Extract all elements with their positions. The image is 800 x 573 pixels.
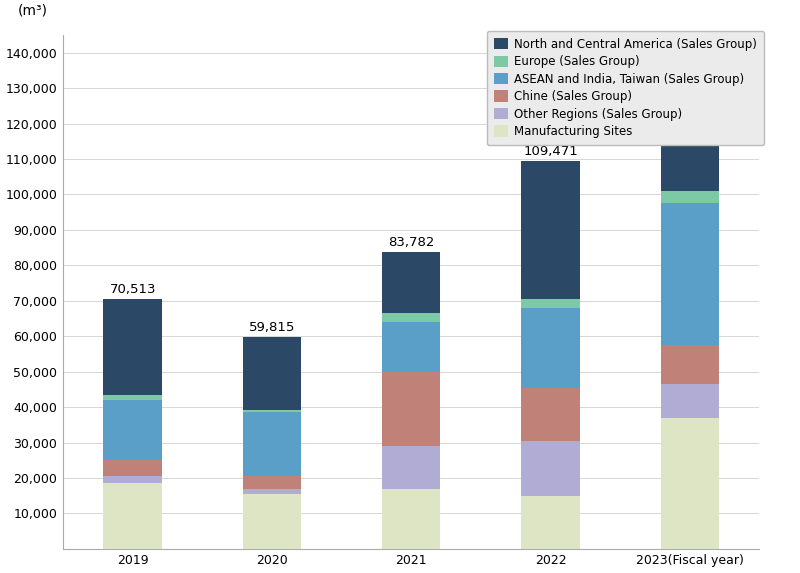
Bar bbox=[522, 496, 580, 549]
Bar bbox=[103, 476, 162, 483]
Bar bbox=[382, 446, 441, 489]
Bar bbox=[522, 308, 580, 387]
Bar bbox=[382, 489, 441, 549]
Bar bbox=[661, 191, 719, 203]
Bar bbox=[103, 483, 162, 549]
Text: 83,782: 83,782 bbox=[388, 236, 434, 249]
Bar bbox=[242, 337, 301, 410]
Bar bbox=[522, 299, 580, 308]
Bar bbox=[661, 57, 719, 191]
Bar bbox=[522, 441, 580, 496]
Text: 138,747: 138,747 bbox=[662, 41, 718, 54]
Bar bbox=[661, 345, 719, 384]
Bar bbox=[382, 322, 441, 372]
Bar bbox=[382, 313, 441, 322]
Bar bbox=[382, 252, 441, 313]
Bar bbox=[522, 161, 580, 299]
Text: (m³): (m³) bbox=[18, 3, 48, 17]
Bar bbox=[103, 460, 162, 476]
Bar bbox=[242, 489, 301, 494]
Bar bbox=[103, 400, 162, 460]
Bar bbox=[242, 476, 301, 489]
Bar bbox=[242, 494, 301, 549]
Text: 70,513: 70,513 bbox=[110, 283, 156, 296]
Bar bbox=[242, 410, 301, 413]
Bar bbox=[242, 413, 301, 476]
Bar bbox=[103, 395, 162, 400]
Bar bbox=[661, 418, 719, 549]
Legend: North and Central America (Sales Group), Europe (Sales Group), ASEAN and India, : North and Central America (Sales Group),… bbox=[486, 30, 764, 145]
Bar bbox=[522, 387, 580, 441]
Text: 109,471: 109,471 bbox=[523, 145, 578, 158]
Bar bbox=[661, 203, 719, 345]
Text: 59,815: 59,815 bbox=[249, 321, 295, 334]
Bar bbox=[103, 299, 162, 395]
Bar bbox=[382, 372, 441, 446]
Bar bbox=[661, 384, 719, 418]
